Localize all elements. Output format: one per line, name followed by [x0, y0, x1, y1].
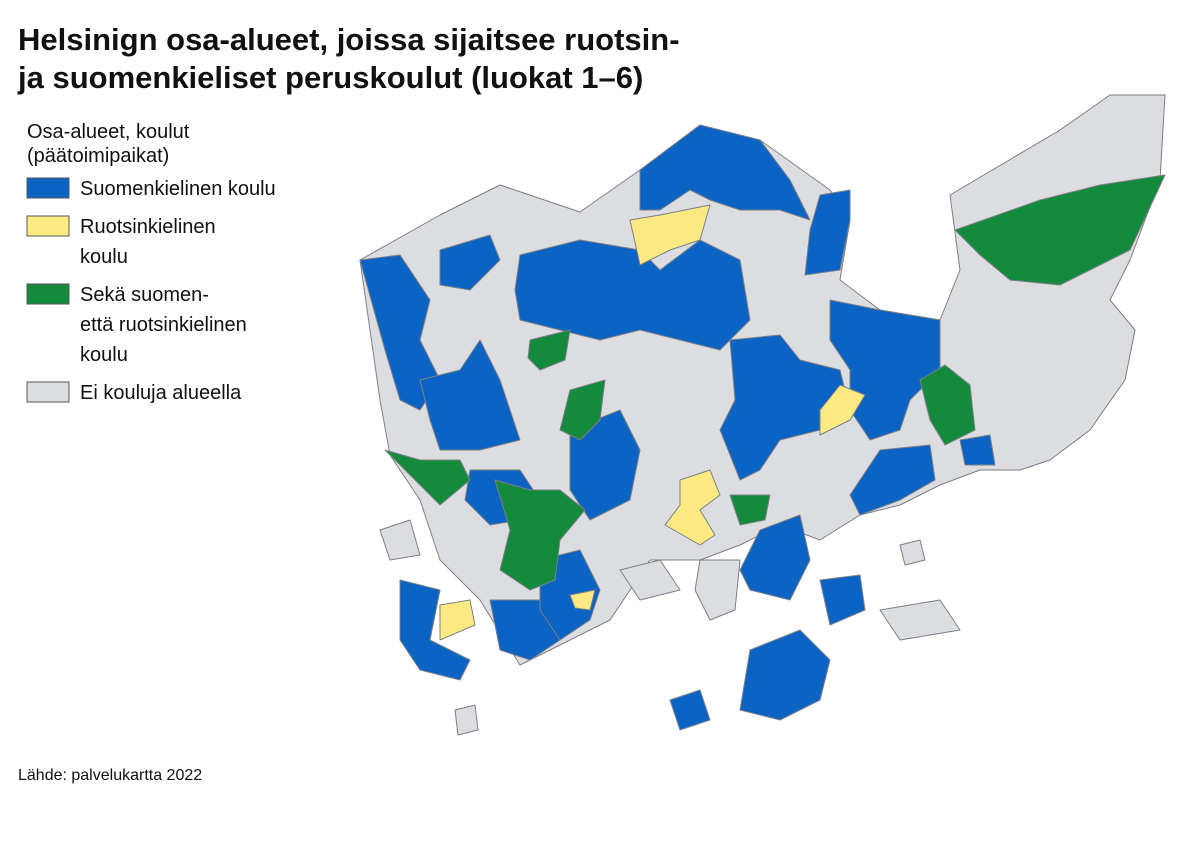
- legend-label: koulu: [80, 246, 128, 268]
- district: [629, 204, 711, 266]
- legend-swatch: [26, 283, 70, 305]
- district: [399, 579, 471, 681]
- legend-label: Ei kouluja alueella: [80, 382, 242, 404]
- island: [619, 559, 681, 601]
- island: [879, 599, 961, 641]
- district: [739, 514, 811, 601]
- district: [664, 469, 721, 546]
- district: [819, 384, 866, 436]
- legend-title: Osa-alueet, koulut: [27, 121, 190, 143]
- island: [454, 704, 479, 736]
- district: [384, 449, 471, 506]
- district: [954, 174, 1166, 286]
- island: [899, 539, 926, 566]
- legend: Osa-alueet, koulut(päätoimipaikat) Suomen…: [26, 121, 276, 404]
- district: [439, 599, 476, 641]
- district: [729, 494, 771, 526]
- legend-label: että ruotsinkielinen: [80, 314, 247, 336]
- district: [804, 189, 851, 276]
- legend-label: Ruotsinkielinen: [80, 216, 216, 238]
- legend-title: (päätoimipaikat): [27, 145, 169, 167]
- district: [819, 574, 866, 626]
- map: [359, 94, 1166, 736]
- island: [379, 519, 421, 561]
- legend-swatch: [26, 381, 70, 403]
- district: [559, 379, 606, 441]
- legend-label: Sekä suomen-: [80, 284, 209, 306]
- district: [527, 329, 571, 371]
- legend-label: koulu: [80, 344, 128, 366]
- legend-swatch: [26, 215, 70, 237]
- district: [569, 589, 596, 611]
- district: [719, 334, 851, 481]
- district: [959, 434, 996, 466]
- island: [694, 559, 741, 621]
- district: [494, 479, 586, 591]
- district: [739, 629, 831, 721]
- district: [669, 689, 711, 731]
- title-line: ja suomenkieliset peruskoulut (luokat 1–…: [17, 60, 643, 95]
- district: [439, 234, 501, 291]
- title-line: Helsinign osa-alueet, joissa sijaitsee r…: [18, 22, 680, 57]
- district: [639, 124, 811, 221]
- district: [569, 409, 641, 521]
- district: [419, 339, 521, 451]
- legend-label: Suomenkielinen koulu: [80, 178, 276, 200]
- source: Lähde: palvelukartta 2022: [18, 767, 202, 784]
- title: Helsinign osa-alueet, joissa sijaitsee r…: [17, 22, 680, 95]
- district: [489, 599, 561, 661]
- legend-swatch: [26, 177, 70, 199]
- district: [919, 364, 976, 446]
- district: [849, 444, 936, 516]
